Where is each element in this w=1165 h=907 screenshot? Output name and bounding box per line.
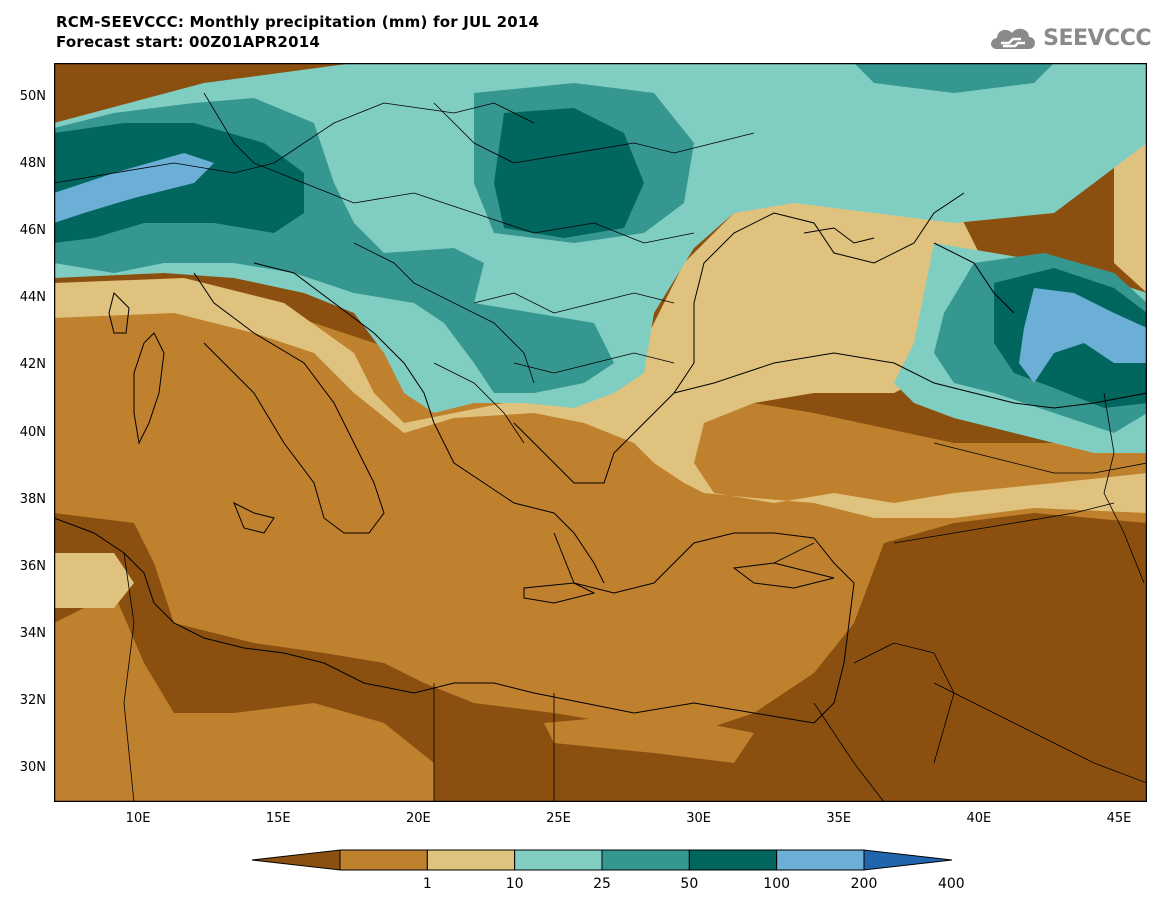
lon-tick-label: 35E [826,811,852,826]
country-borders [54,92,1147,802]
cloud-icon [991,28,1036,49]
lon-tick-label: 15E [265,811,291,826]
precip-zone-25-50 [54,123,1147,608]
lat-tick-label: 30N [19,760,46,776]
colorbar-label: 50 [680,876,699,892]
title-line-2: Forecast start: 00Z01APR2014 [56,33,320,51]
lat-tick-label: 40N [19,424,46,440]
precip-zone-10-25 [54,293,1147,802]
precip-zone-50-100 [54,63,1147,453]
lon-tick-label: 30E [686,811,711,826]
lon-tick-label: 40E [966,811,992,826]
lat-tick-label: 42N [19,357,46,373]
lon-tick-label: 10E [125,811,151,826]
colorbar-label: 10 [505,876,524,892]
lat-tick-label: 32N [19,693,46,709]
lon-tick-label: 45E [1106,811,1132,826]
map-border [54,63,1147,802]
colorbar-box [776,849,865,871]
lon-tick-label: 25E [546,811,571,826]
lat-tick-label: 50N [19,88,46,104]
precip-zone-400-plus [54,153,1147,383]
precipitation-map [54,63,1147,802]
colorbar-box [514,849,603,871]
lat-tick-label: 48N [19,155,46,171]
colorbar-label: 100 [763,876,791,892]
lat-tick-label: 44N [19,290,46,306]
colorbar-label: 200 [850,876,878,892]
title-line-1: RCM-SEEVCCC: Monthly precipitation (mm) … [56,13,540,31]
colorbar [251,849,953,871]
colorbar-triangle-low [251,849,341,871]
lon-tick-label: 20E [405,811,431,826]
colorbar-box [688,849,778,871]
coastlines [54,192,1147,724]
colorbar-box [339,849,428,871]
precip-zone-200-400 [54,108,1147,408]
lat-tick-label: 46N [19,222,46,238]
colorbar-label: 25 [593,876,611,892]
colorbar-box [426,849,516,871]
logo-text: SEEVCCC [1043,25,1151,51]
lat-tick-label: 34N [19,626,46,642]
chart-title: RCM-SEEVCCC: Monthly precipitation (mm) … [56,12,539,52]
colorbar-label: 1 [422,876,432,892]
colorbar-box [601,849,690,871]
lat-tick-label: 38N [19,491,46,507]
lat-tick-label: 36N [19,558,46,574]
seevccc-logo: SEEVCCC [987,22,1151,54]
colorbar-label: 400 [937,876,965,892]
colorbar-triangle-high [863,849,953,871]
